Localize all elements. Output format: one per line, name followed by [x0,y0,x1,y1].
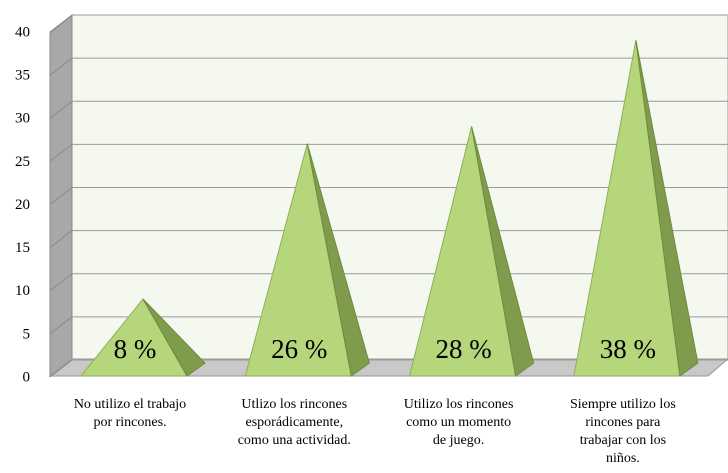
y-tick-label: 10 [15,283,30,299]
grid-line-side [49,187,73,205]
x-tick-label: Utilizo los rincones como un momento de … [403,397,514,448]
grid-line-side [49,230,73,249]
grid-line-side [49,100,73,119]
x-tick-label: Siempre utilizo los rincones para trabaj… [570,397,676,466]
value-label: 38 % [600,334,656,364]
pyramid [573,40,699,377]
y-tick-label: 15 [15,240,30,256]
value-label: 28 % [435,334,491,364]
y-tick-label: 20 [15,197,30,213]
y-tick-label: 0 [23,369,31,385]
y-tick-label: 25 [15,154,30,170]
pyramid [79,298,206,377]
y-tick-label: 40 [15,24,30,40]
grid-line-side [49,273,73,292]
grid-line-side [49,14,73,33]
pyramid [408,126,535,377]
pyramid-side [471,126,535,377]
y-tick-label: 35 [15,68,30,84]
grid-line-side [49,316,73,335]
pyramid [244,143,370,377]
pyramid-side [306,143,370,377]
grid-line-side [49,143,73,162]
y-tick-label: 30 [15,111,30,127]
grid-line-side [49,57,73,76]
y-tick-label: 5 [23,326,31,342]
x-tick-label: Utlizo los rincones esporádicamente, com… [237,397,351,448]
value-label: 8 % [114,334,157,364]
x-tick-label: No utilizo el trabajo por rincones. [73,397,187,430]
value-label: 26 % [271,334,327,364]
pyramid-side [142,298,206,377]
grid-line-side [49,359,73,378]
pyramid-side [635,40,699,377]
